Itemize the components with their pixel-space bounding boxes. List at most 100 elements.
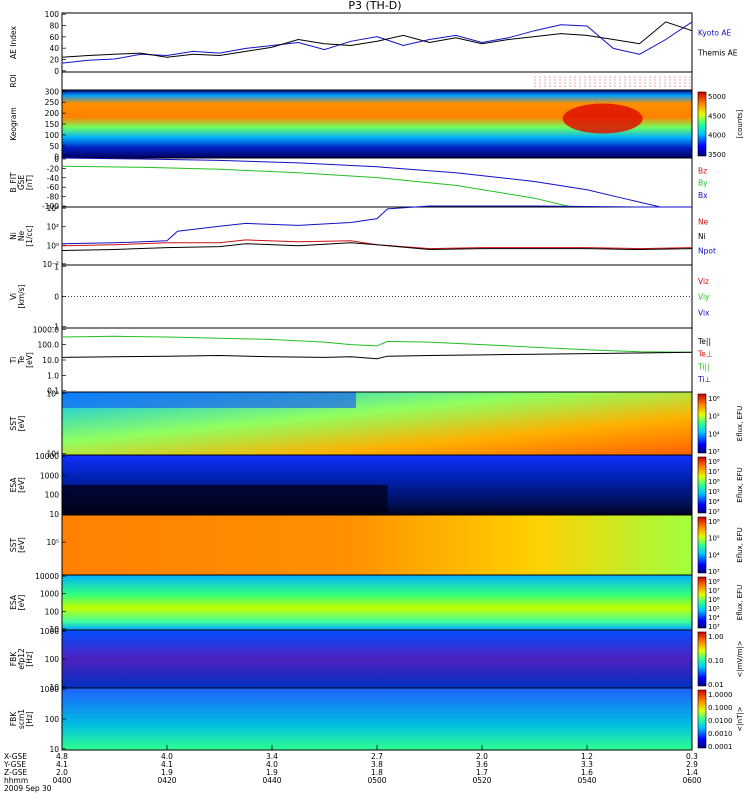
temp-legend-3: Ti⊥ <box>697 375 711 384</box>
sst_i-colorbar-tick: 10⁵ <box>708 535 720 543</box>
bfit-ytick-label: -20 <box>47 164 59 173</box>
bfit-frame <box>61 157 693 208</box>
density-ylabel: Ne <box>17 231 26 242</box>
x-row-value: 0600 <box>682 776 701 785</box>
x-row-value: 2.0 <box>56 768 68 777</box>
sst_i-colorbar-label: Eflux, EFU <box>736 527 744 562</box>
velocity-ylabel: [km/s] <box>17 284 26 308</box>
velocity-ylabel: Vi <box>9 293 18 300</box>
sst_e-colorbar-label: Eflux, EFU <box>736 406 744 441</box>
ae-series-themisae <box>61 21 693 58</box>
esa_i-colorbar-tick: 10⁷ <box>708 587 720 595</box>
density-frame <box>61 206 693 266</box>
bfit-series-bx <box>61 157 661 208</box>
ae-ytick-label: 40 <box>49 44 59 53</box>
sst_i-ylabel: SST <box>9 538 18 553</box>
temp-legend-2: Ti|| <box>697 362 710 371</box>
esa_i-colorbar-tick: 10⁸ <box>708 578 720 586</box>
x-row-value: 1.8 <box>371 768 383 777</box>
keogram-ytick-label: 50 <box>49 142 59 151</box>
fbk_e-colorbar-tick: 0.10 <box>708 657 724 665</box>
velocity-legend-1: Viy <box>698 293 710 302</box>
density-ytick-label: 10⁴ <box>46 204 59 213</box>
density-series-ni <box>61 242 693 251</box>
esa_i-ytick-label: 10000 <box>35 572 59 581</box>
esa_e-ytick-label: 100 <box>45 491 60 500</box>
sst-e-top-band <box>62 392 356 408</box>
sst_i-colorbar-tick: 10³ <box>708 568 720 576</box>
sst_e-colorbar <box>697 393 707 454</box>
esa_e-colorbar-tick: 10⁷ <box>708 468 720 476</box>
fbk_b-ylabel: scm1 <box>17 709 26 729</box>
fbk_e-colorbar-tick: 0.01 <box>708 681 724 689</box>
x-row-value: 3.6 <box>476 760 488 769</box>
temp-series-te <box>61 351 693 360</box>
esa_e-ytick-label: 1000 <box>40 471 59 480</box>
keogram-colorbar <box>697 91 707 157</box>
bfit-ylabel: GSE <box>17 175 26 191</box>
density-series-ne <box>61 239 693 250</box>
fbk_b-colorbar-tick: 0.1000 <box>708 704 733 712</box>
velocity-ytick-label: 1 <box>54 262 59 271</box>
fbk_b-colorbar-tick: 0.0010 <box>708 730 733 738</box>
esa_i-ytick-label: 10 <box>49 625 59 634</box>
sst_e-colorbar-tick: 10⁴ <box>708 430 720 438</box>
esa_i-colorbar-tick: 10³ <box>708 623 720 631</box>
sst_e-ylabel: [eV] <box>17 416 26 432</box>
fbk_b-colorbar-label: <|nT|> <box>736 706 744 731</box>
esa-e-low-band <box>62 485 388 515</box>
x-row-value: 1.7 <box>476 768 488 777</box>
x-row-value: 0540 <box>577 776 596 785</box>
esa_e-colorbar-label: Eflux, EFU <box>736 467 744 502</box>
ae-ytick-label: 100 <box>45 10 60 19</box>
temp-ytick-label: 100.0 <box>38 341 60 350</box>
bfit-ytick-label: -80 <box>47 193 59 202</box>
ae-ylabel: AE Index <box>9 25 18 58</box>
x-row-value: 1.9 <box>266 768 278 777</box>
temp-ytick-label: 0.1 <box>47 387 59 396</box>
keogram-colorbar-tick: 3500 <box>708 151 726 159</box>
x-row-label: Z-GSE <box>4 768 28 777</box>
esa_e-colorbar-tick: 10³ <box>708 508 720 516</box>
esa_e-ytick-label: 10 <box>49 510 59 519</box>
keogram-ytick-label: 250 <box>45 98 60 107</box>
x-row-value: 0400 <box>52 776 71 785</box>
velocity-ytick-label: 0 <box>54 293 59 302</box>
esa_e-colorbar-tick: 10⁵ <box>708 488 720 496</box>
density-legend-2: Npot <box>698 247 716 256</box>
density-ylabel: [1/cc] <box>25 225 34 246</box>
velocity-legend-0: Viz <box>698 277 709 286</box>
fbk_e-colorbar-tick: 1.00 <box>708 633 724 641</box>
sst_e-ytick-label: 10⁴ <box>46 450 59 459</box>
temp-series-ti <box>61 335 693 353</box>
x-row-label: hhmm <box>4 776 28 785</box>
esa_i-colorbar-tick: 10⁴ <box>708 614 720 622</box>
esa_i-colorbar-label: Eflux, EFU <box>736 585 744 620</box>
fbk_e-spectrogram <box>62 630 692 688</box>
plot-title: P3 (TH-D) <box>348 0 402 12</box>
x-row-value: 4.1 <box>161 760 173 769</box>
esa_i-spectrogram <box>62 575 692 630</box>
roi-frame <box>61 71 693 91</box>
sst_e-ytick-label: 10⁵ <box>46 389 59 398</box>
x-row-value: 3.8 <box>371 760 383 769</box>
x-row-value: 2.0 <box>476 752 488 761</box>
fbk_e-ylabel: [Hz] <box>25 651 34 667</box>
density-ytick-label: 10⁰ <box>46 241 59 250</box>
esa_i-colorbar-tick: 10⁵ <box>708 605 720 613</box>
ae-ytick-label: 20 <box>49 55 59 64</box>
x-row-value: 0.3 <box>686 752 698 761</box>
fbk_b-colorbar-tick: 1.0000 <box>708 691 733 699</box>
fbk_e-ytick-label: 10 <box>49 683 59 692</box>
fbk_b-ylabel: [Hz] <box>25 711 34 727</box>
keogram-colorbar-label: [counts] <box>736 109 744 138</box>
bfit-legend-1: By <box>698 179 708 188</box>
ae-series-kyotoae <box>61 21 693 64</box>
keogram-ytick-label: 150 <box>45 120 60 129</box>
density-ytick-label: 10² <box>46 223 59 232</box>
keogram-ytick-label: 0 <box>54 153 59 162</box>
temp-ylabel: [eV] <box>25 352 34 368</box>
sst_e-colorbar-tick: 10⁶ <box>708 395 720 403</box>
esa_i-ylabel: [eV] <box>17 595 26 611</box>
